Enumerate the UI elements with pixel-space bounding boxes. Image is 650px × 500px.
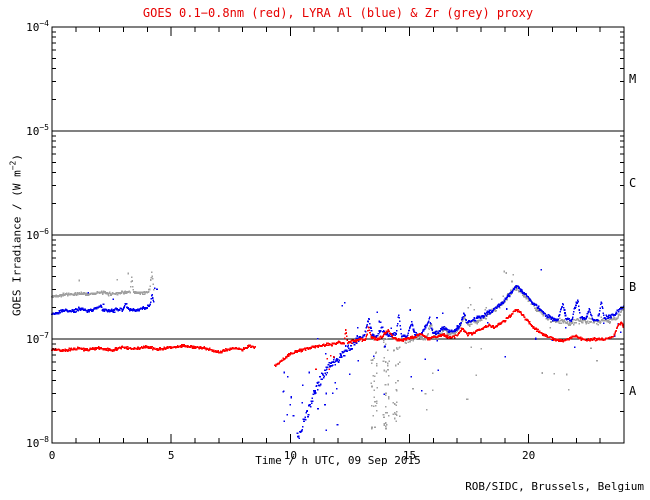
y-axis-label: GOES Irradiance / (W m−2) <box>8 154 24 316</box>
svg-text:10: 10 <box>284 449 297 462</box>
svg-text:10−7: 10−7 <box>26 331 49 346</box>
chart-title: GOES 0.1−0.8nm (red), LYRA Al (blue) & Z… <box>142 6 534 20</box>
svg-text:A: A <box>629 384 637 398</box>
svg-text:10−4: 10−4 <box>26 19 49 34</box>
svg-text:B: B <box>629 280 636 294</box>
svg-text:C: C <box>629 176 636 190</box>
x-axis-label: Time / h UTC, 09 Sep 2015 <box>255 454 421 467</box>
svg-text:15: 15 <box>403 449 416 462</box>
svg-text:20: 20 <box>522 449 535 462</box>
y-axis-tick-labels: 10−8 10−7 10−6 10−5 10−4 <box>26 19 49 450</box>
y-axis-label-exponent: −2 <box>8 160 18 171</box>
series-blue-points <box>51 269 625 440</box>
flare-class-labels: M C B A <box>629 72 637 398</box>
credit-text: ROB/SIDC, Brussels, Belgium <box>465 480 644 493</box>
y-axis-ticks <box>52 26 624 444</box>
svg-text:10−6: 10−6 <box>26 227 49 242</box>
x-axis-tick-labels: 0 5 10 15 20 <box>49 449 536 462</box>
class-boundary-lines <box>52 130 624 340</box>
x-axis-ticks <box>51 27 625 443</box>
svg-text:5: 5 <box>168 449 175 462</box>
svg-text:M: M <box>629 72 636 86</box>
svg-text:10−5: 10−5 <box>26 123 49 138</box>
svg-text:0: 0 <box>49 449 56 462</box>
svg-text:10−8: 10−8 <box>26 435 49 450</box>
